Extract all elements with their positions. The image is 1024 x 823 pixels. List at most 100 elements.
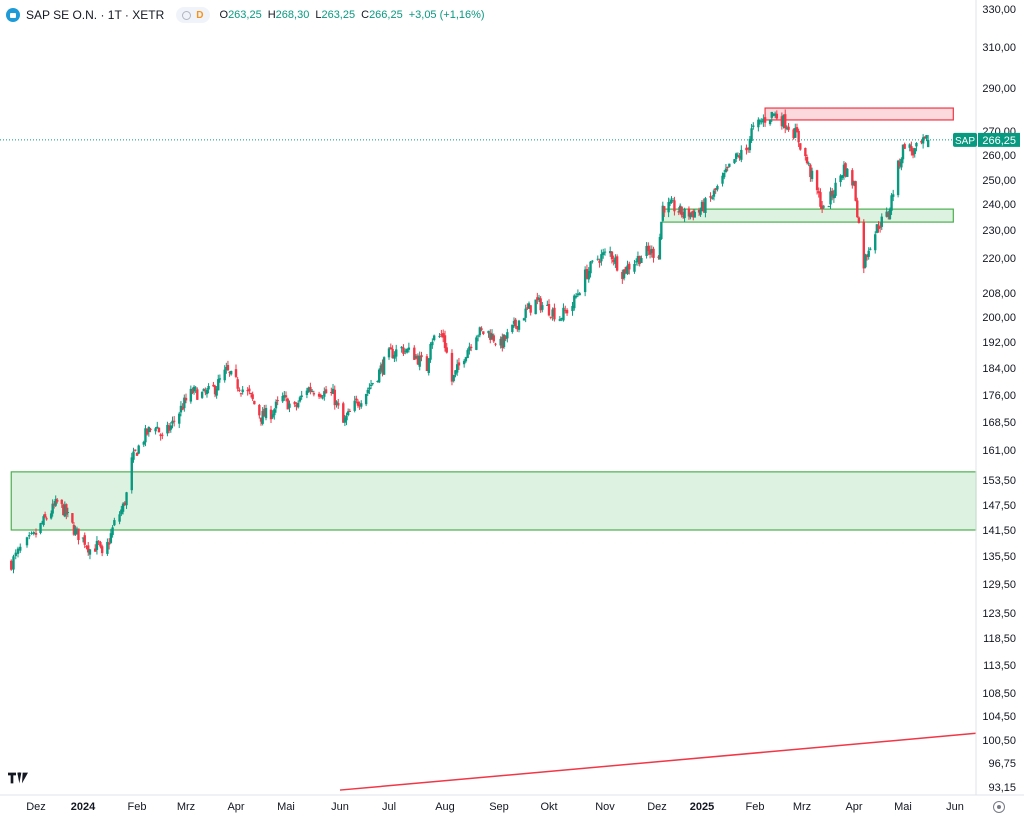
time-axis[interactable]: Dez 2024 Feb Mrz Apr Mai Jun Jul Aug Sep Okt Nov Dez…: [0, 794, 1024, 813]
candle-body: [159, 434, 162, 437]
candle-body: [921, 137, 925, 144]
candle: [450, 349, 454, 386]
candle: [191, 387, 194, 395]
candle-body: [205, 389, 209, 395]
candle: [787, 123, 790, 132]
candle: [673, 196, 676, 216]
candle: [331, 383, 335, 395]
candle-body: [226, 365, 230, 371]
candle-body: [716, 186, 719, 190]
candle: [622, 269, 626, 281]
candle-body: [171, 420, 174, 424]
candle: [504, 335, 507, 342]
candle: [378, 368, 381, 384]
candle: [215, 386, 218, 399]
y-tick-label: 192,00: [982, 337, 1016, 349]
y-tick-label: 168,50: [982, 417, 1016, 429]
candle: [288, 400, 291, 413]
candle-body: [407, 347, 411, 350]
candle: [132, 447, 135, 463]
candle: [862, 219, 865, 274]
candle: [723, 169, 726, 180]
candle: [612, 255, 615, 266]
gear-icon[interactable]: [993, 801, 1005, 813]
candle-body: [748, 138, 752, 151]
candle: [356, 399, 360, 408]
candle: [323, 387, 326, 401]
candle-body: [704, 198, 707, 214]
y-tick-label: 184,00: [982, 363, 1016, 375]
y-tick-label: 176,00: [982, 390, 1016, 402]
candle-body: [740, 149, 743, 160]
candle: [536, 292, 539, 305]
candle-body: [271, 414, 274, 418]
candle-body: [573, 295, 576, 309]
candle-body: [901, 144, 905, 160]
candle-body: [405, 349, 409, 353]
candle-body: [393, 354, 396, 359]
candle-body: [161, 434, 164, 436]
candle: [166, 421, 169, 437]
candle-body: [39, 523, 42, 533]
candle-body: [295, 404, 298, 407]
candle-body: [770, 111, 773, 118]
candle-body: [677, 211, 680, 213]
candle-body: [229, 370, 233, 375]
candle: [218, 374, 222, 383]
candle-body: [903, 144, 906, 149]
candle: [77, 528, 80, 545]
candle: [571, 301, 574, 316]
candle: [748, 136, 752, 153]
candle-body: [378, 369, 381, 383]
candle: [522, 317, 526, 321]
candle-body: [135, 452, 139, 456]
candle-body: [382, 357, 386, 375]
candle-body: [323, 391, 326, 397]
candle-body: [700, 201, 704, 211]
candle: [310, 388, 314, 393]
candle-body: [785, 128, 789, 130]
candle-body: [652, 248, 655, 258]
candle: [156, 421, 159, 429]
trend-line: [339, 732, 977, 791]
tradingview-logo-icon[interactable]: [8, 771, 32, 785]
candle-body: [157, 427, 161, 433]
candle-body: [189, 388, 193, 402]
candle-body: [269, 409, 273, 420]
market-status-pill[interactable]: D: [176, 7, 210, 23]
candle: [87, 542, 90, 556]
candle: [888, 207, 892, 221]
candle-body: [56, 499, 59, 502]
price-axis[interactable]: 330,00310,00290,00270,00260,00250,00240,…: [953, 0, 1020, 795]
candle: [834, 178, 837, 198]
y-tick-label: 96,75: [988, 758, 1016, 770]
candle: [750, 124, 753, 143]
candle: [236, 376, 239, 392]
candle: [809, 163, 812, 182]
candle: [443, 330, 447, 352]
candle-body: [699, 209, 702, 215]
candle-body: [690, 211, 694, 213]
candle-body: [310, 390, 314, 392]
candle-body: [343, 418, 347, 423]
candle-body: [658, 237, 662, 260]
candle-body: [809, 164, 812, 178]
candle-body: [624, 267, 627, 274]
candle-body: [284, 395, 288, 398]
candle: [100, 544, 104, 557]
candle: [229, 370, 233, 376]
candle: [770, 111, 773, 122]
candle-body: [179, 405, 183, 413]
y-tick-label: 250,00: [982, 175, 1016, 187]
candle: [915, 142, 918, 152]
candle: [591, 260, 594, 264]
candle-body: [253, 400, 256, 405]
candle: [154, 426, 157, 435]
candle-body: [258, 404, 261, 416]
candle-body: [466, 350, 469, 359]
candle-body: [804, 148, 807, 157]
symbol-title[interactable]: SAP SE O.N. · 1T · XETR: [26, 8, 165, 22]
candle-body: [400, 346, 403, 349]
candle: [476, 334, 480, 342]
